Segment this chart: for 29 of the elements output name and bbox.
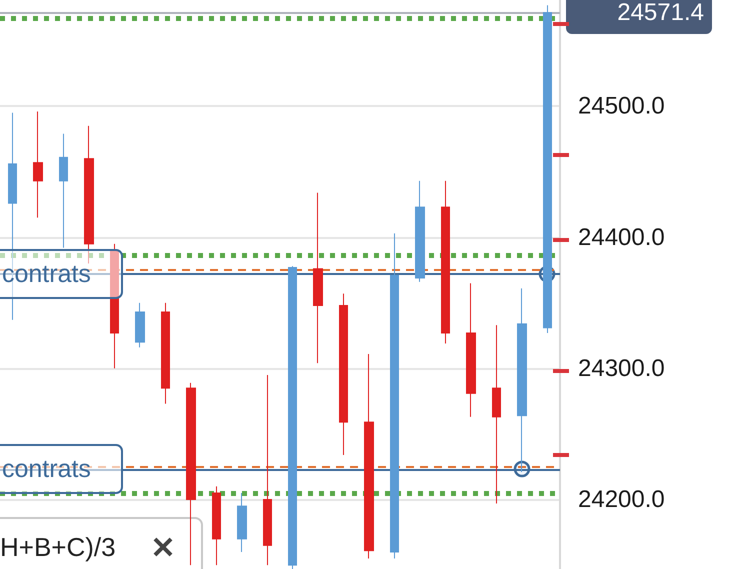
candlestick <box>390 232 399 560</box>
candlestick <box>161 302 170 404</box>
candlestick <box>212 486 221 566</box>
ref-line-label: contrats <box>0 444 123 494</box>
y-tick-label: 24400.0 <box>578 224 665 251</box>
candlestick <box>237 492 247 552</box>
candlestick <box>415 180 425 282</box>
candlestick <box>186 382 196 566</box>
y-tick-label: 24500.0 <box>578 92 665 120</box>
ref-line-label: contrats <box>0 249 123 299</box>
candlestick <box>517 288 527 472</box>
y-tick-label: 24300.0 <box>578 354 665 382</box>
y-tick-label: 24200.0 <box>578 486 665 514</box>
candlestick <box>263 374 272 566</box>
candlestick <box>135 302 145 348</box>
indicator-tag: H+B+C)/3 <box>0 517 203 569</box>
annotation: H+B+C)/3 <box>0 532 116 563</box>
candlestick <box>33 110 43 218</box>
candlestick <box>59 133 68 248</box>
candlestick <box>466 282 476 418</box>
candlestick <box>110 243 119 369</box>
candlestick <box>441 180 450 344</box>
candlestick <box>339 293 348 456</box>
candlestick <box>84 125 94 264</box>
candlestick <box>288 266 297 569</box>
candlestick <box>492 324 501 504</box>
candlestick <box>313 192 323 364</box>
candlestick <box>364 353 374 560</box>
ref-line-label: 24571.4 <box>566 0 712 34</box>
